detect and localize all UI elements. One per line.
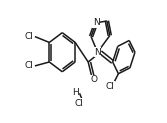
Text: N: N [94,48,101,57]
Text: N: N [93,18,100,27]
Text: Cl: Cl [25,32,34,41]
Text: O: O [91,75,97,84]
Text: Cl: Cl [105,82,114,91]
Text: Cl: Cl [74,99,83,108]
Text: Cl: Cl [25,61,34,70]
Text: H: H [72,88,79,97]
